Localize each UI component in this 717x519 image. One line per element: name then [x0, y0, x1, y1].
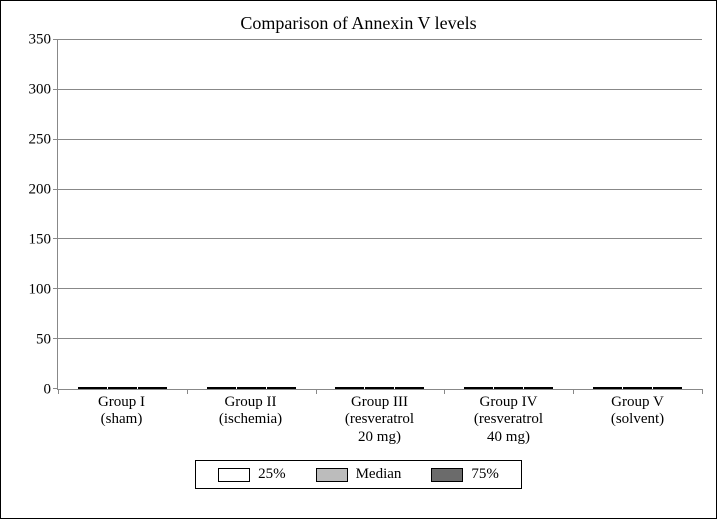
legend: 25% Median 75%	[195, 460, 522, 489]
bar-group	[573, 387, 702, 389]
x-axis-label: Group II (ischemia)	[219, 394, 282, 429]
x-tickmark	[702, 389, 703, 394]
bar	[267, 387, 296, 389]
x-axis-labels: Group I (sham) Group II (ischemia) Group I…	[57, 394, 702, 454]
y-tick-label: 200	[29, 182, 52, 199]
gridline	[58, 288, 702, 289]
bar	[593, 387, 622, 389]
x-axis-label: Group IV (resveratrol 40 mg)	[474, 394, 543, 446]
y-tick-label: 50	[36, 332, 51, 349]
chart-container: Comparison of Annexin V levels 0 50 100 150…	[0, 0, 717, 519]
y-tickmark	[53, 338, 58, 339]
bar	[365, 387, 394, 389]
plot-area	[57, 40, 702, 390]
chart-title: Comparison of Annexin V levels	[15, 13, 702, 34]
bar-group	[444, 387, 573, 389]
y-tick-label: 250	[29, 132, 52, 149]
legend-label-75pct: 75%	[471, 466, 499, 483]
bar	[653, 387, 682, 389]
y-axis: 050100150200250300350	[15, 40, 57, 390]
gridline	[58, 338, 702, 339]
y-tickmark	[53, 238, 58, 239]
bar	[207, 387, 236, 389]
y-tick-label: 300	[29, 82, 52, 99]
y-tickmark	[53, 139, 58, 140]
x-axis-label: Group V (solvent)	[611, 394, 664, 429]
legend-label-25pct: 25%	[258, 466, 286, 483]
legend-swatch-25pct	[218, 468, 250, 482]
bar	[524, 387, 553, 389]
legend-label-median: Median	[356, 466, 402, 483]
bar	[494, 387, 523, 389]
y-tickmark	[53, 189, 58, 190]
y-tick-label: 100	[29, 282, 52, 299]
gridline	[58, 39, 702, 40]
bar	[335, 387, 364, 389]
bar	[464, 387, 493, 389]
gridline	[58, 238, 702, 239]
gridline	[58, 189, 702, 190]
legend-item-median: Median	[316, 466, 402, 483]
gridline	[58, 139, 702, 140]
bars-layer	[58, 40, 702, 389]
legend-item-25pct: 25%	[218, 466, 286, 483]
y-tick-label: 350	[29, 32, 52, 49]
y-tickmark	[53, 288, 58, 289]
y-tickmark	[53, 89, 58, 90]
bar	[237, 387, 266, 389]
y-tick-label: 0	[44, 382, 52, 399]
y-tickmark	[53, 39, 58, 40]
bar	[138, 387, 167, 389]
bar	[78, 387, 107, 389]
x-axis-label: Group III (resveratrol 20 mg)	[345, 394, 414, 446]
legend-swatch-75pct	[431, 468, 463, 482]
bar	[108, 387, 137, 389]
bar	[623, 387, 652, 389]
x-axis-label: Group I (sham)	[98, 394, 145, 429]
gridline	[58, 89, 702, 90]
bar-group	[187, 387, 316, 389]
bar-group	[58, 387, 187, 389]
plot-row: 050100150200250300350	[15, 40, 702, 390]
legend-swatch-median	[316, 468, 348, 482]
legend-item-75pct: 75%	[431, 466, 499, 483]
bar	[395, 387, 424, 389]
y-tick-label: 150	[29, 232, 52, 249]
bar-group	[316, 387, 445, 389]
